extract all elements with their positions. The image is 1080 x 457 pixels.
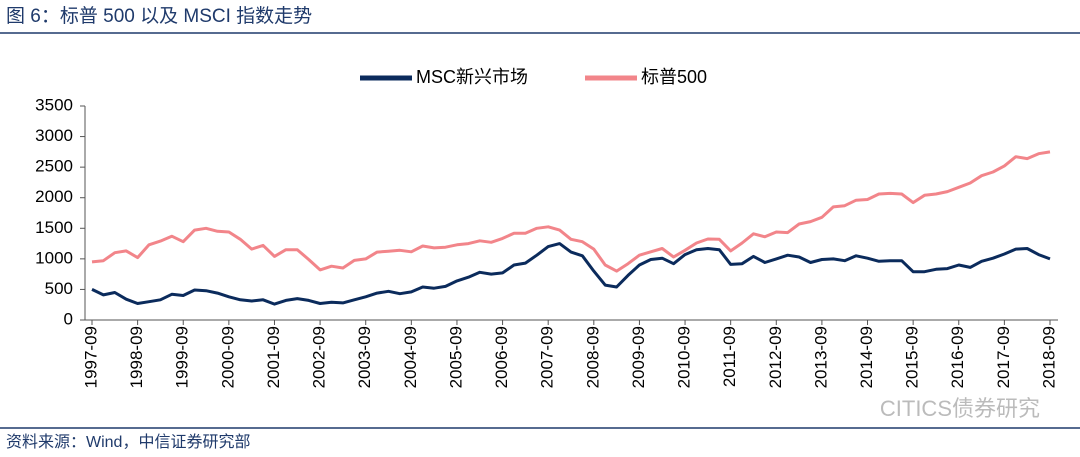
y-tick-label: 1000 [35, 248, 73, 267]
x-tick-label: 2016-09 [948, 326, 967, 388]
y-tick-label: 2500 [35, 157, 73, 176]
x-tick-label: 2009-09 [629, 326, 648, 388]
source-note: 资料来源：Wind，中信证券研究部 [6, 433, 250, 451]
x-tick-label: 1997-09 [81, 326, 100, 388]
x-tick-label: 2013-09 [811, 326, 830, 388]
y-tick-label: 0 [64, 309, 73, 328]
x-tick-label: 2012-09 [766, 326, 785, 388]
x-tick-label: 2008-09 [583, 326, 602, 388]
x-tick-label: 2002-09 [310, 326, 329, 388]
x-tick-label: 2000-09 [218, 326, 237, 388]
x-tick-label: 2004-09 [401, 326, 420, 388]
x-tick-label: 2014-09 [857, 326, 876, 388]
x-tick-label: 2017-09 [994, 326, 1013, 388]
x-tick-label: 2011-09 [720, 326, 739, 387]
chart-title: 图 6：标普 500 以及 MSCI 指数走势 [6, 5, 312, 27]
watermark: CITICS债券研究 [880, 396, 1040, 421]
x-tick-label: 2010-09 [675, 326, 694, 388]
x-tick-label: 2007-09 [538, 326, 557, 388]
x-tick-label: 1999-09 [173, 326, 192, 388]
legend-label: MSC新兴市场 [416, 67, 528, 87]
series-line [91, 150, 1051, 273]
x-tick-label: 2018-09 [1039, 326, 1058, 388]
x-tick-label: 2005-09 [446, 326, 465, 388]
x-tick-label: 2003-09 [355, 326, 374, 388]
x-tick-label: 2001-09 [264, 326, 283, 388]
x-tick-label: 2006-09 [492, 326, 511, 388]
x-tick-label: 2015-09 [903, 326, 922, 388]
y-tick-label: 500 [45, 279, 73, 298]
y-tick-label: 3000 [35, 126, 73, 145]
y-tick-label: 3500 [35, 95, 73, 114]
y-tick-label: 1500 [35, 218, 73, 237]
series-line [91, 242, 1051, 306]
y-tick-label: 2000 [35, 187, 73, 206]
legend-label: 标普500 [641, 67, 707, 87]
x-tick-label: 1998-09 [127, 326, 146, 388]
